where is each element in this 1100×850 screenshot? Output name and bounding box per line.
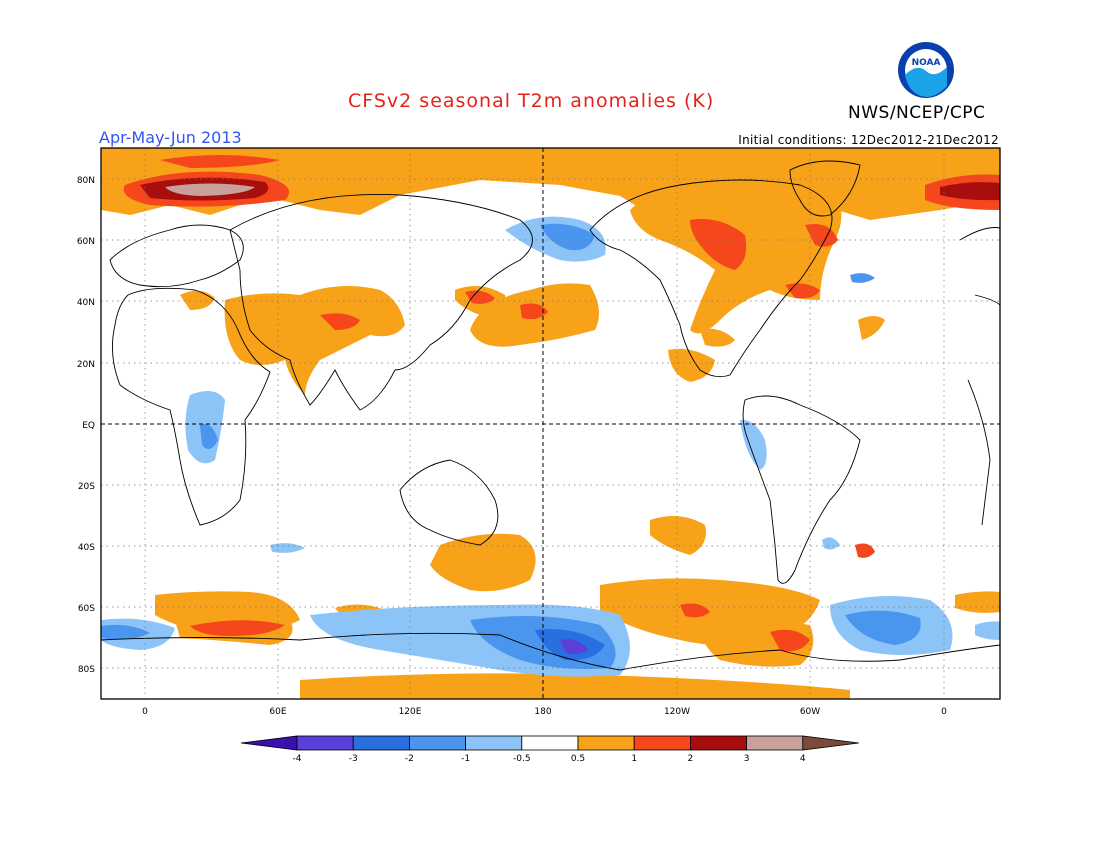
agency-label: NWS/NCEP/CPC: [848, 103, 986, 123]
warm-region-japan-core: [465, 290, 495, 304]
warm-region-siberia-peak: [165, 183, 255, 196]
colorbar-label: -3: [349, 754, 358, 764]
colorbar-arrow-low: [240, 735, 298, 751]
cool-region-east-africa-core: [200, 424, 218, 449]
colorbar-label: 1: [631, 754, 637, 764]
colorbar-label: -2: [405, 754, 414, 764]
lat-axis: 80N 60N 40N 20N EQ 20S 40S 60S 80S: [77, 176, 95, 675]
cool-region-wrap: [975, 621, 1000, 640]
lat-label: 20S: [78, 482, 95, 492]
cool-region-west-antarctic-core: [101, 624, 150, 640]
colorbar-swatch: [408, 735, 466, 751]
colorbar-swatch: [521, 735, 579, 751]
colorbar-swatch: [296, 735, 354, 751]
cool-region-weddell-core: [845, 610, 921, 645]
colorbar-label: -4: [293, 754, 302, 764]
lon-label: 120E: [399, 707, 422, 717]
coastlines: [101, 160, 1000, 671]
lon-label: 0: [142, 707, 148, 717]
coast-antarctica: [101, 632, 1000, 671]
coast-north-america: [589, 179, 833, 378]
colorbar-label: -0.5: [513, 754, 531, 764]
lat-label: 60S: [78, 604, 95, 614]
warm-region-tibet: [320, 313, 360, 330]
colorbar-swatch: [465, 735, 523, 751]
noaa-logo: NOAA: [898, 42, 954, 98]
lon-axis: 0 60E 120E 180 120W 60W 0: [142, 707, 947, 717]
colorbar: -4 -3 -2 -1 -0.5 0.5 1 2 3 4: [240, 735, 859, 764]
lat-label: 20N: [77, 360, 95, 370]
warm-region-atlantic-small: [858, 316, 885, 340]
warm-region-south-atlantic: [855, 543, 875, 558]
coast-south-america: [742, 395, 861, 584]
colorbar-swatch: [633, 735, 691, 751]
colorbar-label: 2: [688, 754, 694, 764]
lat-label: 60N: [77, 237, 95, 247]
initial-conditions: Initial conditions: 12Dec2012-21Dec2012: [738, 133, 999, 147]
cool-region-atlantic-north: [850, 273, 875, 283]
coast-europe: [109, 224, 244, 288]
warm-region-wrap-south: [955, 591, 1000, 613]
warm-region-hudson: [690, 219, 747, 270]
lon-label: 0: [941, 707, 947, 717]
colorbar-swatch: [352, 735, 410, 751]
colorbar-swatch: [577, 735, 635, 751]
warm-region-south-pacific-2: [680, 603, 710, 618]
colorbar-label: 0.5: [571, 754, 585, 764]
cool-region-peru: [740, 419, 767, 470]
warm-region-siberia-wrap-core: [940, 182, 1000, 201]
warm-region-mexico: [668, 348, 715, 382]
lat-label: 40N: [77, 298, 95, 308]
warm-region-south-pacific: [650, 516, 706, 555]
lon-label: 120W: [664, 707, 690, 717]
lat-label: 80N: [77, 176, 95, 186]
coast-africa: [111, 287, 271, 526]
lat-label: 40S: [78, 543, 95, 553]
colorbar-arrow-high: [802, 735, 859, 751]
warm-region-antarctic-east-core: [190, 620, 285, 636]
cool-region-bering-core: [540, 223, 595, 251]
chart-title: CFSv2 seasonal T2m anomalies (K): [348, 90, 715, 112]
warm-region-arctic-north: [160, 155, 280, 168]
coast-asia: [229, 194, 533, 411]
colorbar-label: 3: [744, 754, 750, 764]
warm-region-europe: [180, 290, 215, 310]
lon-label: 60E: [269, 707, 286, 717]
colorbar-label: -1: [461, 754, 470, 764]
colorbar-swatch: [690, 735, 748, 751]
lat-label: 80S: [78, 665, 95, 675]
coast-greenland: [789, 160, 861, 217]
cool-region-south-america: [822, 537, 840, 550]
cool-region-ross-peak: [560, 639, 588, 655]
colorbar-swatch: [746, 735, 804, 751]
coast-africa-wrap: [967, 294, 1000, 526]
map-frame: [100, 147, 1001, 700]
lon-label: 60W: [800, 707, 820, 717]
lat-label: EQ: [82, 421, 95, 431]
colorbar-label: 4: [800, 754, 806, 764]
warm-region-antarctic-peninsula-core: [770, 629, 810, 652]
logo-text: NOAA: [912, 58, 941, 68]
warm-region-central-asia: [224, 286, 405, 395]
coast-europe-wrap: [959, 227, 1000, 241]
warm-region-australia-south: [430, 533, 536, 592]
warm-region-north-pacific-core: [520, 303, 548, 320]
coast-australia: [399, 459, 499, 546]
warm-region-gulf: [700, 328, 735, 347]
cool-region-india-ocean: [270, 543, 305, 553]
warm-region-antarctic-south: [300, 673, 850, 699]
forecast-period: Apr-May-Jun 2013: [99, 128, 242, 147]
lon-label: 180: [534, 707, 551, 717]
